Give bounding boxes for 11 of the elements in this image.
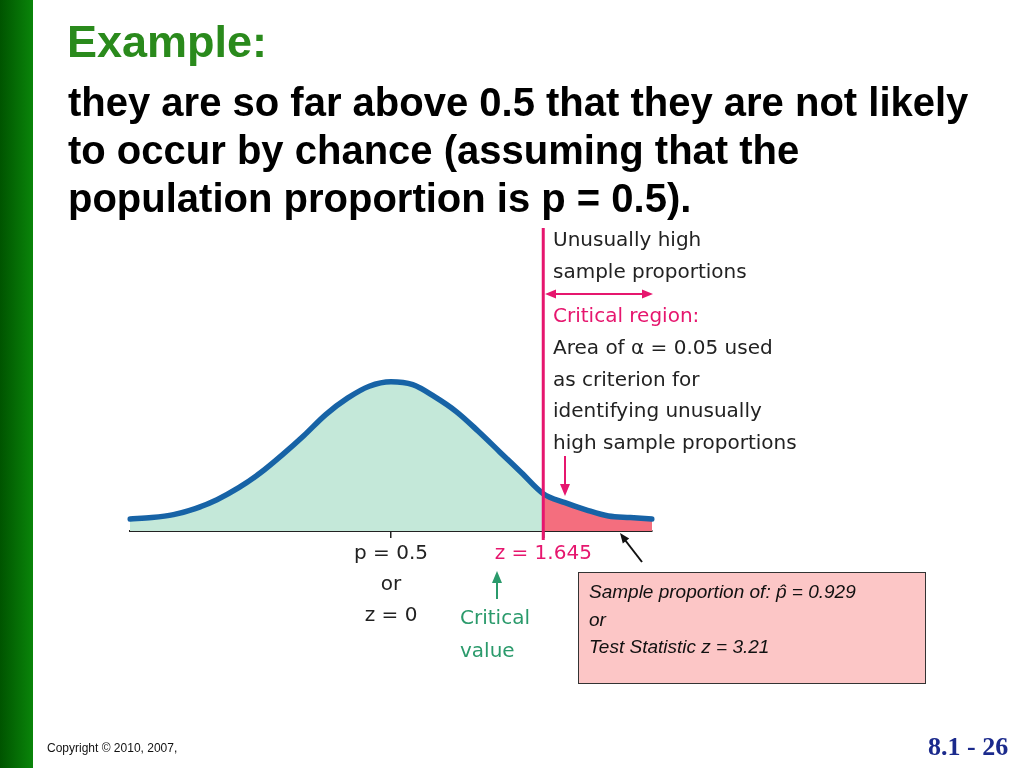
text: Copyright © 2010, 2007, (47, 741, 178, 755)
text: Critical value (460, 604, 530, 664)
text: Sample proportion of: p̂ = 0.929 or Test Statistic z = 3.21 (589, 580, 856, 659)
text: Unusually high sample proportions (553, 226, 747, 285)
annotation: Area of α = 0.05 used as criterion for identifying unusually high sample proportions (553, 334, 797, 457)
chart-subtitle: they are so far above 0.5 that they are not likely to occur by chance (assuming that the population proportion is p = 0.5). (68, 79, 970, 222)
x-tick-label: z = 1.645 (494, 539, 592, 564)
x-tick-label: p = 0.5 or z = 0 (354, 539, 428, 626)
text: 8.1 - 26 (928, 731, 1009, 763)
text: Critical region: (553, 302, 700, 329)
chart-title: Example: (67, 15, 268, 69)
